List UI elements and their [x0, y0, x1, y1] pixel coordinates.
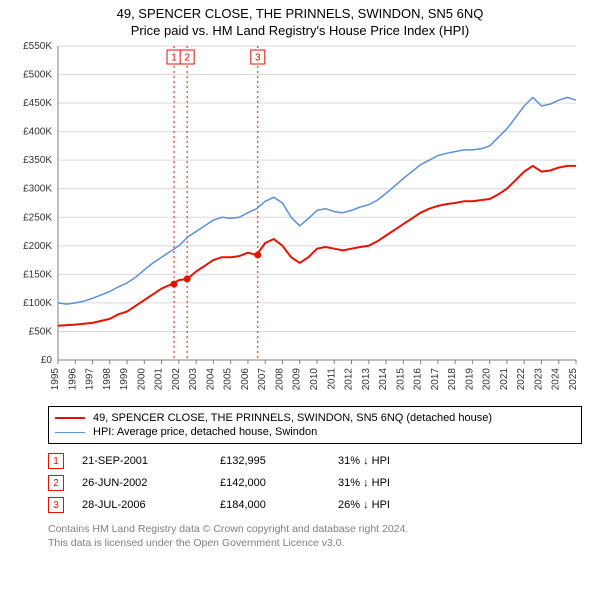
attribution-footer: Contains HM Land Registry data © Crown c… [48, 522, 582, 550]
sale-row: 3 28-JUL-2006 £184,000 26% ↓ HPI [48, 494, 582, 516]
svg-text:2010: 2010 [309, 368, 320, 391]
footer-line: Contains HM Land Registry data © Crown c… [48, 522, 582, 536]
svg-text:£0: £0 [41, 355, 53, 366]
chart-titles: 49, SPENCER CLOSE, THE PRINNELS, SWINDON… [0, 0, 600, 40]
legend-box: 49, SPENCER CLOSE, THE PRINNELS, SWINDON… [48, 406, 582, 444]
svg-text:2021: 2021 [499, 368, 510, 391]
svg-text:2022: 2022 [516, 368, 527, 391]
svg-text:£450K: £450K [23, 98, 52, 109]
svg-text:2000: 2000 [136, 368, 147, 391]
price-chart: £0 £50K £100K £150K £200K £250K £300K £350K £400… [10, 40, 590, 400]
svg-text:2003: 2003 [188, 368, 199, 391]
svg-text:2017: 2017 [430, 368, 441, 391]
sale-price: £142,000 [220, 477, 320, 489]
sale-date: 21-SEP-2001 [82, 455, 202, 467]
svg-text:2023: 2023 [533, 368, 544, 391]
title-address: 49, SPENCER CLOSE, THE PRINNELS, SWINDON… [8, 6, 592, 21]
svg-text:2011: 2011 [326, 368, 337, 390]
legend-label: HPI: Average price, detached house, Swin… [93, 426, 317, 438]
svg-text:£250K: £250K [23, 212, 52, 223]
svg-text:2025: 2025 [568, 368, 579, 391]
sale-hpi-delta: 31% ↓ HPI [338, 477, 582, 489]
title-subtitle: Price paid vs. HM Land Registry's House … [8, 23, 592, 38]
svg-text:2014: 2014 [378, 368, 389, 391]
svg-text:2016: 2016 [413, 368, 424, 391]
svg-text:2012: 2012 [344, 368, 355, 391]
svg-text:2018: 2018 [447, 368, 458, 391]
sale-price: £184,000 [220, 499, 320, 511]
svg-text:1998: 1998 [102, 368, 113, 391]
svg-text:2004: 2004 [205, 368, 216, 391]
svg-text:1: 1 [171, 53, 177, 64]
svg-text:2013: 2013 [361, 368, 372, 391]
svg-text:2006: 2006 [240, 368, 251, 391]
svg-text:£100K: £100K [23, 298, 52, 309]
sale-hpi-delta: 31% ↓ HPI [338, 455, 582, 467]
sale-row: 2 26-JUN-2002 £142,000 31% ↓ HPI [48, 472, 582, 494]
svg-text:2024: 2024 [551, 368, 562, 391]
legend-label: 49, SPENCER CLOSE, THE PRINNELS, SWINDON… [93, 412, 492, 424]
svg-text:2007: 2007 [257, 368, 268, 391]
svg-text:£300K: £300K [23, 184, 52, 195]
legend-swatch [55, 432, 85, 433]
legend-item: HPI: Average price, detached house, Swin… [55, 425, 575, 439]
legend-swatch [55, 417, 85, 419]
sale-price: £132,995 [220, 455, 320, 467]
svg-text:£200K: £200K [23, 241, 52, 252]
svg-text:3: 3 [255, 53, 261, 64]
sales-table: 1 21-SEP-2001 £132,995 31% ↓ HPI 2 26-JUN-200… [48, 450, 582, 516]
svg-text:2002: 2002 [171, 368, 182, 391]
footer-line: This data is licensed under the Open Gov… [48, 536, 582, 550]
sale-date: 26-JUN-2002 [82, 477, 202, 489]
svg-text:2005: 2005 [223, 368, 234, 391]
svg-text:£350K: £350K [23, 155, 52, 166]
svg-text:£150K: £150K [23, 269, 52, 280]
svg-text:2020: 2020 [482, 368, 493, 391]
svg-text:2008: 2008 [274, 368, 285, 391]
svg-text:2015: 2015 [395, 368, 406, 391]
svg-text:1996: 1996 [67, 368, 78, 391]
svg-text:1997: 1997 [85, 368, 96, 391]
svg-text:£400K: £400K [23, 127, 52, 138]
svg-text:£50K: £50K [29, 326, 53, 337]
sale-marker-box: 2 [48, 475, 64, 491]
sale-date: 28-JUL-2006 [82, 499, 202, 511]
svg-text:£550K: £550K [23, 41, 52, 52]
svg-text:2001: 2001 [154, 368, 165, 391]
svg-text:2019: 2019 [464, 368, 475, 391]
sale-hpi-delta: 26% ↓ HPI [338, 499, 582, 511]
svg-text:2009: 2009 [292, 368, 303, 391]
svg-text:1995: 1995 [50, 368, 61, 391]
sale-row: 1 21-SEP-2001 £132,995 31% ↓ HPI [48, 450, 582, 472]
svg-text:£500K: £500K [23, 70, 52, 81]
svg-text:1999: 1999 [119, 368, 130, 391]
sale-marker-box: 1 [48, 453, 64, 469]
legend-item: 49, SPENCER CLOSE, THE PRINNELS, SWINDON… [55, 411, 575, 425]
svg-text:2: 2 [184, 53, 190, 64]
sale-marker-box: 3 [48, 497, 64, 513]
